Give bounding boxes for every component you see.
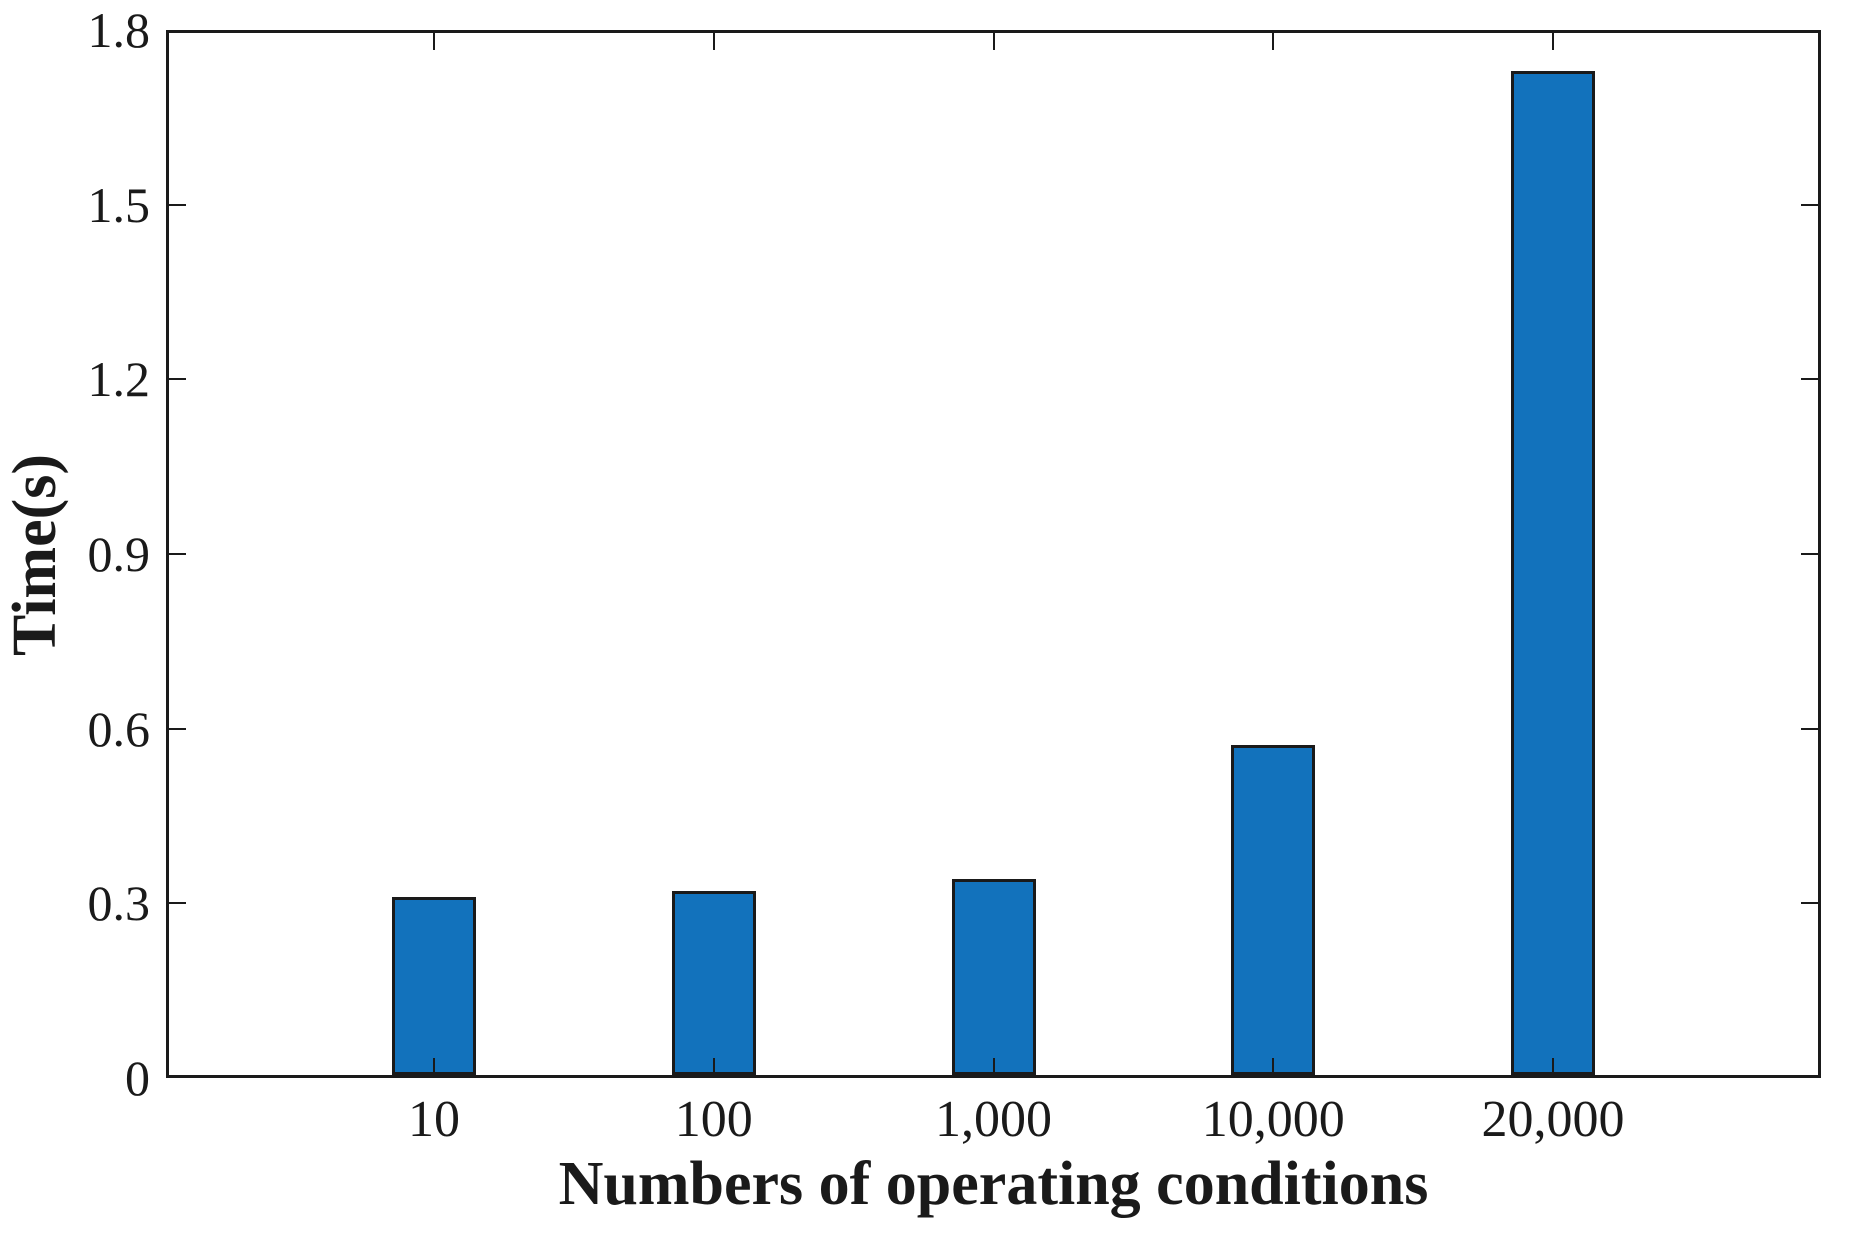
tick-mark — [433, 1058, 435, 1075]
tick-mark — [1801, 203, 1818, 206]
tick-mark — [1272, 33, 1275, 50]
y-tick-label: 1.8 — [87, 2, 151, 58]
tick-mark — [169, 902, 186, 905]
tick-mark — [169, 203, 186, 206]
y-tick-label: 0.3 — [87, 875, 151, 932]
tick-mark — [169, 553, 186, 555]
bar — [951, 879, 1036, 1075]
bar — [392, 897, 476, 1075]
tick-mark — [1272, 1058, 1275, 1075]
x-tick-label: 100 — [674, 1091, 753, 1148]
y-tick-label: 1.5 — [87, 176, 151, 233]
x-tick-label: 20,000 — [1481, 1091, 1625, 1148]
tick-mark — [1801, 553, 1818, 555]
x-tick-label: 10 — [408, 1091, 460, 1148]
tick-mark — [1552, 33, 1554, 50]
tick-mark — [1552, 1058, 1554, 1075]
tick-mark — [1801, 378, 1818, 381]
bar — [671, 891, 756, 1075]
tick-mark — [1801, 727, 1818, 730]
tick-mark — [992, 1058, 995, 1075]
y-tick-label: 0.9 — [87, 526, 151, 582]
tick-mark — [712, 1058, 715, 1075]
y-tick-label: 0 — [125, 1050, 150, 1106]
bar — [1511, 71, 1595, 1075]
x-tick-label: 10,000 — [1201, 1091, 1345, 1148]
tick-mark — [433, 33, 435, 50]
y-tick-label: 0.6 — [87, 700, 151, 757]
tick-mark — [169, 378, 186, 381]
tick-mark — [712, 33, 715, 50]
tick-mark — [992, 33, 995, 50]
bar — [1231, 745, 1316, 1075]
tick-mark — [169, 727, 186, 730]
x-axis-label: Numbers of operating conditions — [558, 1150, 1429, 1218]
plot-area — [166, 30, 1821, 1078]
y-tick-label: 1.2 — [87, 351, 151, 408]
x-tick-label: 1,000 — [935, 1091, 1052, 1148]
tick-mark — [1801, 902, 1818, 905]
